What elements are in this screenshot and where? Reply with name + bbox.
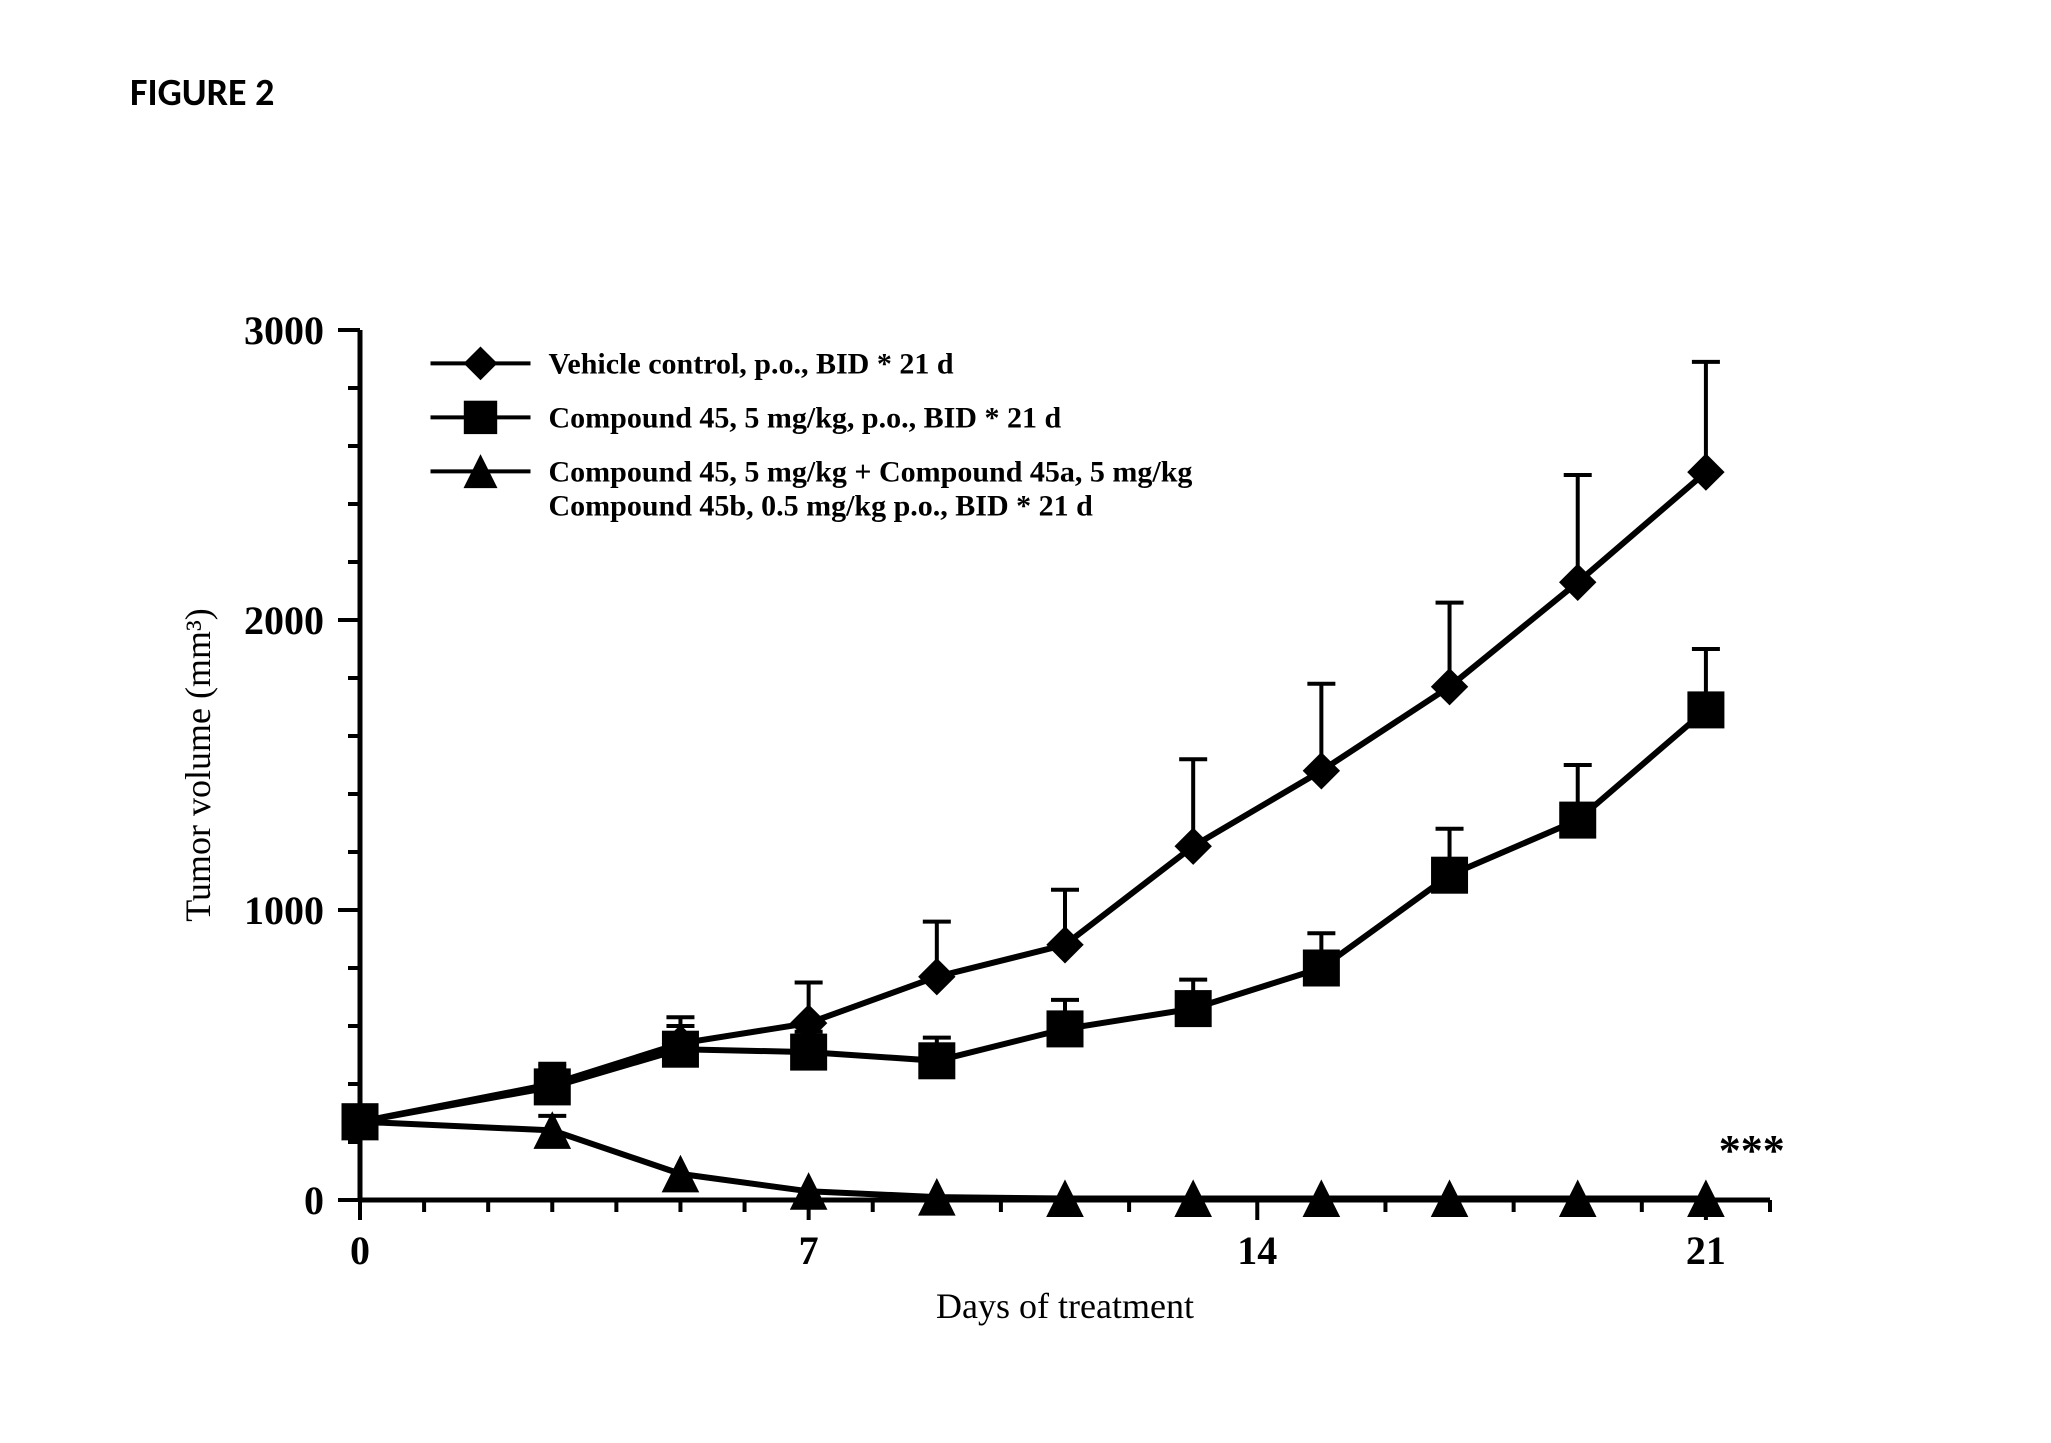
series-compound45 — [342, 649, 1724, 1140]
x-tick-label: 0 — [350, 1228, 370, 1273]
y-axis-label: Tumor volume (mm³) — [178, 608, 218, 921]
y-tick-label: 0 — [304, 1178, 324, 1223]
legend: Vehicle control, p.o., BID * 21 d Compoun… — [431, 347, 1193, 522]
x-tick-label: 14 — [1237, 1228, 1277, 1273]
figure-title: FIGURE 2 — [130, 70, 274, 116]
x-tick-label: 7 — [799, 1228, 819, 1273]
legend-label: Compound 45, 5 mg/kg + Compound 45a, 5 m… — [549, 455, 1193, 488]
legend-label: Compound 45, 5 mg/kg, p.o., BID * 21 d — [549, 401, 1062, 434]
significance-annotation: *** — [1719, 1126, 1785, 1175]
y-tick-label: 3000 — [244, 308, 324, 353]
x-axis-label: Days of treatment — [936, 1286, 1194, 1326]
chart-svg: 0 7 14 21 Days of treatment 0 1000 2000 3000 Tumo… — [150, 290, 1850, 1350]
y-tick-label: 2000 — [244, 598, 324, 643]
x-tick-label: 21 — [1686, 1228, 1726, 1273]
legend-label: Compound 45b, 0.5 mg/kg p.o., BID * 21 d — [549, 489, 1094, 522]
y-tick-label: 1000 — [244, 888, 324, 933]
legend-label: Vehicle control, p.o., BID * 21 d — [549, 347, 954, 380]
